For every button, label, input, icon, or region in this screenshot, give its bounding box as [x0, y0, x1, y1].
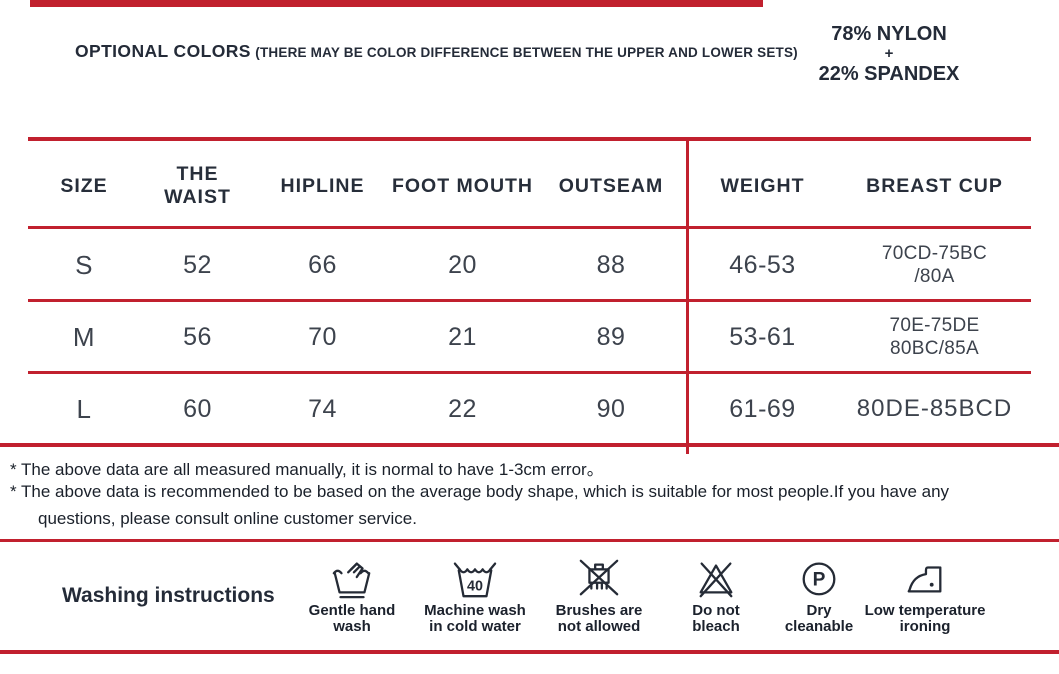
machine-wash-icon: 40: [409, 556, 541, 600]
footnote-2-continued: questions, please consult online custome…: [38, 509, 417, 528]
cell-outseam: 88: [596, 250, 626, 279]
cell-hipline: 70: [308, 322, 337, 351]
dry-clean-icon: P: [753, 556, 885, 600]
wash-item-label: Dry cleanable: [784, 602, 854, 635]
cell-size: L: [76, 393, 92, 424]
table-header-border: [28, 226, 1031, 229]
washing-instructions-title: Washing instructions: [62, 584, 275, 607]
cell-foot-mouth: 22: [448, 394, 477, 423]
cell-size: M: [72, 321, 96, 352]
cell-outseam: 90: [596, 394, 626, 423]
optional-colors-note: (THERE MAY BE COLOR DIFFERENCE BETWEEN T…: [255, 45, 798, 60]
breast-cup-line2: 80BC/85A: [889, 338, 979, 359]
column-header-breast-cup: BREAST CUP: [866, 174, 1003, 197]
cell-waist: 60: [183, 394, 212, 423]
cell-size: S: [75, 249, 93, 280]
wash-item-dry-cleanable: P Dry cleanable: [753, 556, 885, 635]
footnote-2: * The above data is recommended to be ba…: [10, 482, 950, 501]
wash-item-label: Low temperature ironing: [864, 602, 986, 635]
column-header-weight: WEIGHT: [720, 174, 805, 197]
column-header-size: SIZE: [60, 174, 108, 197]
table-row-divider-2: [28, 371, 1031, 374]
washing-section-top-border: [0, 539, 1059, 542]
cell-foot-mouth: 20: [448, 250, 477, 279]
cell-waist: 52: [183, 250, 212, 279]
cell-breast-cup: 80DE-85BCD: [838, 395, 1031, 423]
svg-text:40: 40: [467, 578, 483, 594]
wash-item-label: Brushes are not allowed: [555, 602, 643, 635]
cell-hipline: 74: [308, 394, 337, 423]
table-row-divider-1: [28, 299, 1031, 302]
column-header-outseam: OUTSEAM: [558, 174, 664, 197]
breast-cup-line1: 70CD-75BC: [881, 243, 988, 264]
table-row: S 52 66 20 88 46-53 70CD-75BC /80A: [28, 230, 1031, 300]
no-brush-icon: [533, 556, 665, 600]
cell-waist: 56: [183, 322, 212, 351]
breast-cup-line1: 70E-75DE: [889, 315, 980, 336]
table-row: L 60 74 22 90 61-69 80DE-85BCD: [28, 374, 1031, 444]
wash-item-do-not-bleach: Do not bleach: [650, 556, 782, 635]
table-bottom-border: [0, 443, 1059, 447]
hand-wash-icon: [286, 556, 418, 600]
fabric-spandex: 22% SPANDEX: [818, 63, 960, 85]
svg-text:P: P: [813, 570, 826, 591]
cell-weight: 46-53: [729, 250, 796, 279]
cell-weight: 61-69: [729, 394, 796, 423]
cell-breast-cup: 70E-75DE 80BC/85A: [838, 314, 1031, 360]
wash-item-low-iron: Low temperature ironing: [859, 556, 991, 635]
cell-weight: 53-61: [729, 322, 796, 351]
washing-section-bottom-border: [0, 650, 1059, 654]
fabric-composition: 78% NYLON + 22% SPANDEX: [753, 22, 1025, 86]
column-header-waist: THE WAIST: [164, 163, 231, 208]
do-not-bleach-icon: [650, 556, 782, 600]
cell-hipline: 66: [308, 250, 337, 279]
column-header-hipline: HIPLINE: [280, 174, 365, 197]
cell-foot-mouth: 21: [448, 322, 477, 351]
cell-outseam: 89: [596, 322, 626, 351]
optional-colors-heading: OPTIONAL COLORS (THERE MAY BE COLOR DIFF…: [75, 41, 798, 62]
footnote-1: * The above data are all measured manual…: [10, 460, 604, 479]
wash-item-hand-wash: Gentle hand wash: [286, 556, 418, 635]
table-vertical-divider: [686, 137, 689, 454]
wash-item-label: Machine wash in cold water: [424, 602, 526, 635]
table-row: M 56 70 21 89 53-61 70E-75DE 80BC/85A: [28, 302, 1031, 372]
wash-item-label: Do not bleach: [692, 602, 740, 635]
fabric-nylon: 78% NYLON: [831, 23, 947, 45]
column-header-foot-mouth: FOOT MOUTH: [391, 174, 534, 197]
table-header-row: SIZE THE WAIST HIPLINE FOOT MOUTH OUTSEA…: [28, 145, 1031, 227]
table-top-border: [28, 137, 1031, 141]
low-iron-icon: [859, 556, 991, 600]
top-red-divider: [30, 0, 763, 7]
wash-item-label: Gentle hand wash: [308, 602, 396, 635]
cell-breast-cup: 70CD-75BC /80A: [838, 242, 1031, 288]
breast-cup-line1: 80DE-85BCD: [856, 395, 1013, 422]
optional-colors-title: OPTIONAL COLORS: [75, 41, 251, 61]
wash-item-no-brush: Brushes are not allowed: [533, 556, 665, 635]
fabric-plus: +: [884, 45, 894, 62]
breast-cup-line2: /80A: [914, 266, 955, 287]
wash-item-machine-wash: 40 Machine wash in cold water: [409, 556, 541, 635]
